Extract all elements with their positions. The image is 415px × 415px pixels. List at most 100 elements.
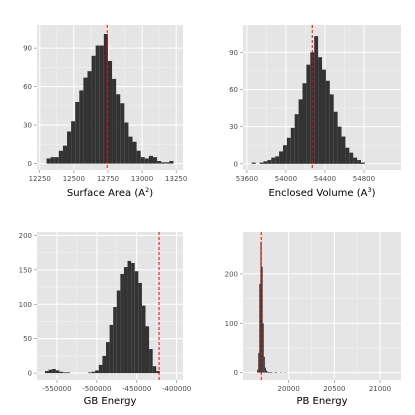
histogram-bar (145, 326, 150, 374)
histogram-bar (106, 342, 110, 374)
x-tick-label: 20500 (323, 385, 345, 393)
x-tick-label: 12500 (63, 175, 85, 183)
histogram-bar (265, 370, 268, 373)
x-tick-label: 53600 (236, 175, 258, 183)
histogram-bar (62, 145, 68, 164)
histogram-bar (267, 160, 272, 164)
histogram-bar (361, 162, 365, 164)
histogram-bar (271, 372, 273, 373)
x-tick-label: 12750 (97, 175, 119, 183)
histogram-bar (138, 282, 142, 374)
histogram-bar (54, 157, 59, 164)
x-tick-label: 13000 (131, 175, 153, 183)
histogram-bar (290, 127, 295, 164)
histogram-bar (258, 352, 260, 373)
histogram-bar (279, 151, 283, 164)
histogram-bar (107, 60, 113, 164)
y-tick-label: 200 (19, 232, 32, 240)
histogram-bar (91, 55, 96, 164)
y-tick-label: 100 (19, 301, 32, 309)
histogram-bar (127, 260, 132, 374)
y-tick-label: 60 (229, 86, 238, 94)
histogram-bar (280, 372, 282, 373)
histogram-bar (79, 90, 84, 164)
histogram-bar (124, 122, 129, 164)
histogram-bar (298, 99, 303, 164)
histogram-bar (261, 266, 263, 373)
histogram-bar (349, 152, 354, 164)
x-tick-labels: -550000 -500000 -450000 -400000 (42, 380, 191, 393)
histogram-bar (306, 64, 311, 164)
histogram-bar (91, 371, 96, 374)
histogram-bar (262, 323, 264, 373)
panel-gb-energy: 0 50 100 150 200 -550000 -500000 -450000 -40000… (19, 232, 192, 407)
histogram-bar (302, 83, 307, 164)
histogram-bar (267, 371, 269, 373)
histogram-bar (322, 69, 326, 164)
histogram-bar (268, 372, 270, 373)
y-tick-label: 0 (234, 160, 238, 168)
histogram-bars (44, 260, 160, 374)
y-tick-labels: 0 100 200 (225, 270, 243, 377)
y-tick-label: 30 (23, 122, 32, 130)
x-tick-label: 12250 (29, 175, 51, 183)
histogram-bar (123, 267, 128, 374)
panel-surface-area: 0 30 60 90 12250 12500 12750 13000 13250 Surfac… (23, 25, 187, 199)
x-tick-labels: 53600 54000 54400 54800 (236, 170, 375, 183)
histogram-bar (341, 136, 346, 164)
histogram-bar (58, 150, 63, 164)
histogram-bar (141, 305, 146, 374)
y-tick-label: 0 (28, 160, 32, 168)
histogram-bar (275, 372, 277, 373)
histogram-bar (144, 158, 149, 164)
histogram-bars (251, 36, 365, 164)
histogram-bar (286, 137, 291, 164)
histogram-bar (95, 45, 100, 164)
panel-enclosed-volume: 0 30 60 90 53600 54000 54400 54800 Enclosed Vo… (229, 25, 401, 199)
x-tick-label: -550000 (42, 385, 71, 393)
histogram-bar (44, 371, 49, 374)
histogram-bar (353, 157, 358, 164)
histogram-bar (149, 349, 153, 374)
histogram-bar (103, 33, 108, 164)
histogram-bar (113, 307, 117, 374)
histogram-bars (46, 33, 174, 164)
histogram-bar (263, 161, 268, 164)
x-tick-label: 13250 (165, 175, 187, 183)
histogram-bar (48, 369, 53, 374)
y-tick-label: 100 (225, 320, 238, 328)
histogram-bar (67, 131, 72, 164)
histogram-bar (132, 141, 137, 164)
histogram-bar (75, 101, 80, 164)
x-tick-label: 54400 (314, 175, 336, 183)
histogram-bar (310, 52, 315, 164)
histogram-bar (294, 114, 299, 164)
histogram-bar (148, 155, 153, 164)
histogram-bar (165, 162, 170, 164)
histogram-bar (282, 145, 287, 164)
y-tick-label: 90 (229, 49, 238, 57)
histogram-bar (102, 355, 107, 374)
histogram-bar (337, 126, 342, 164)
y-tick-labels: 0 30 60 90 (23, 45, 37, 168)
histogram-bar (59, 371, 63, 374)
x-tick-label: 54000 (275, 175, 297, 183)
histogram-bar (88, 372, 92, 374)
y-tick-label: 30 (229, 123, 238, 131)
histogram-bar (333, 111, 338, 164)
histogram-bar (314, 36, 319, 164)
y-tick-label: 0 (234, 369, 238, 377)
histogram-bar (71, 121, 76, 164)
y-tick-label: 0 (28, 370, 32, 378)
x-tick-label: 21000 (369, 385, 391, 393)
histogram-bar (128, 136, 133, 164)
histogram-bar (345, 147, 350, 164)
histogram-bar (136, 150, 141, 164)
histogram-bar (269, 372, 271, 373)
histogram-bar (52, 368, 56, 374)
histogram-bar (251, 162, 256, 164)
histogram-bar (95, 370, 99, 374)
histogram-bar (275, 156, 280, 164)
histogram-bar (270, 372, 272, 373)
